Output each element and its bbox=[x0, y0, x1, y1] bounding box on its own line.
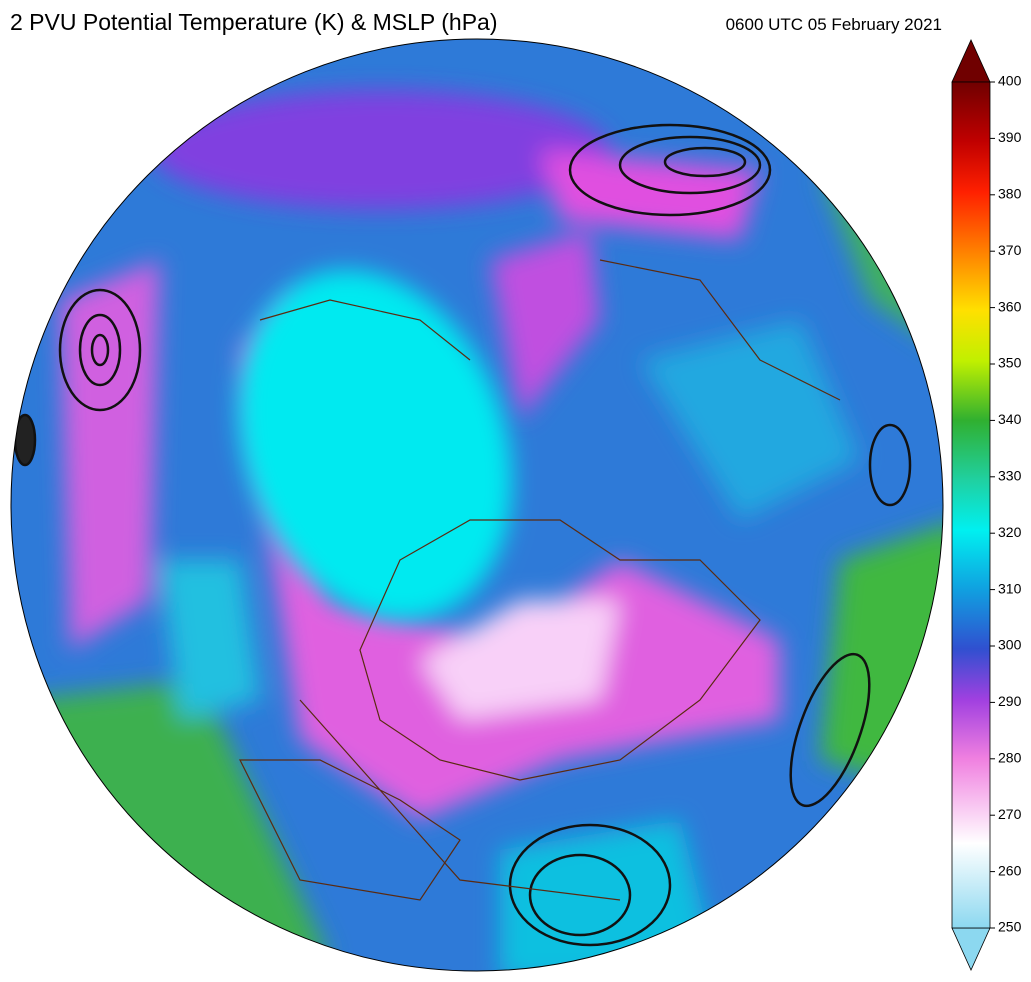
colorbar bbox=[951, 39, 991, 971]
colorbar-tick-label: 310 bbox=[998, 580, 1022, 596]
colorbar-tick-label: 390 bbox=[998, 129, 1022, 145]
colorbar-tick-label: 360 bbox=[998, 298, 1022, 314]
colorbar-tick-label: 340 bbox=[998, 411, 1022, 427]
colorbar-body bbox=[951, 81, 991, 929]
map-border bbox=[10, 38, 944, 972]
colorbar-tick-label: 250 bbox=[998, 919, 1022, 935]
colorbar-tick-label: 260 bbox=[998, 862, 1022, 878]
colorbar-tick-label: 290 bbox=[998, 693, 1022, 709]
title: 2 PVU Potential Temperature (K) & MSLP (… bbox=[10, 9, 497, 35]
colorbar-extend-min bbox=[951, 927, 991, 971]
colorbar-tick-label: 370 bbox=[998, 242, 1022, 258]
colorbar-tick-label: 350 bbox=[998, 355, 1022, 371]
colorbar-tick-label: 400 bbox=[998, 73, 1022, 89]
colorbar-tick-label: 380 bbox=[998, 186, 1022, 202]
colorbar-tick-label: 330 bbox=[998, 468, 1022, 484]
colorbar-tick-label: 270 bbox=[998, 806, 1022, 822]
colorbar-tick-label: 300 bbox=[998, 637, 1022, 653]
map bbox=[11, 39, 943, 971]
colorbar-extend-max bbox=[951, 39, 991, 83]
timestamp: 0600 UTC 05 February 2021 bbox=[726, 15, 942, 34]
colorbar-tick-label: 280 bbox=[998, 750, 1022, 766]
colorbar-tick-label: 320 bbox=[998, 524, 1022, 540]
